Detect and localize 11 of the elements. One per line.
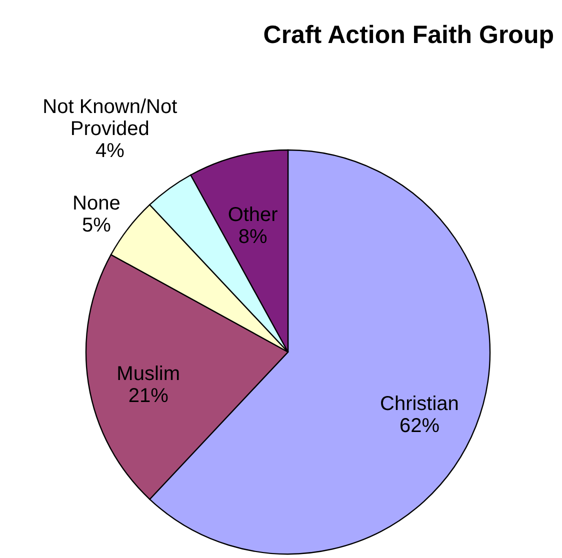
slice-label: Christian	[380, 393, 459, 416]
slice-label: Muslim	[116, 363, 180, 386]
data-label: 21%	[128, 385, 169, 408]
data-label: 8%	[238, 226, 268, 248]
data-label: 4%	[95, 140, 125, 162]
slice-label: Not Known/Not Provided	[42, 96, 178, 140]
data-label: 5%	[82, 214, 112, 236]
data-label: 62%	[399, 415, 440, 438]
chart-title: Craft Action Faith Group	[263, 21, 554, 49]
slice-label: Other	[228, 204, 278, 226]
slice-label: None	[72, 192, 120, 214]
